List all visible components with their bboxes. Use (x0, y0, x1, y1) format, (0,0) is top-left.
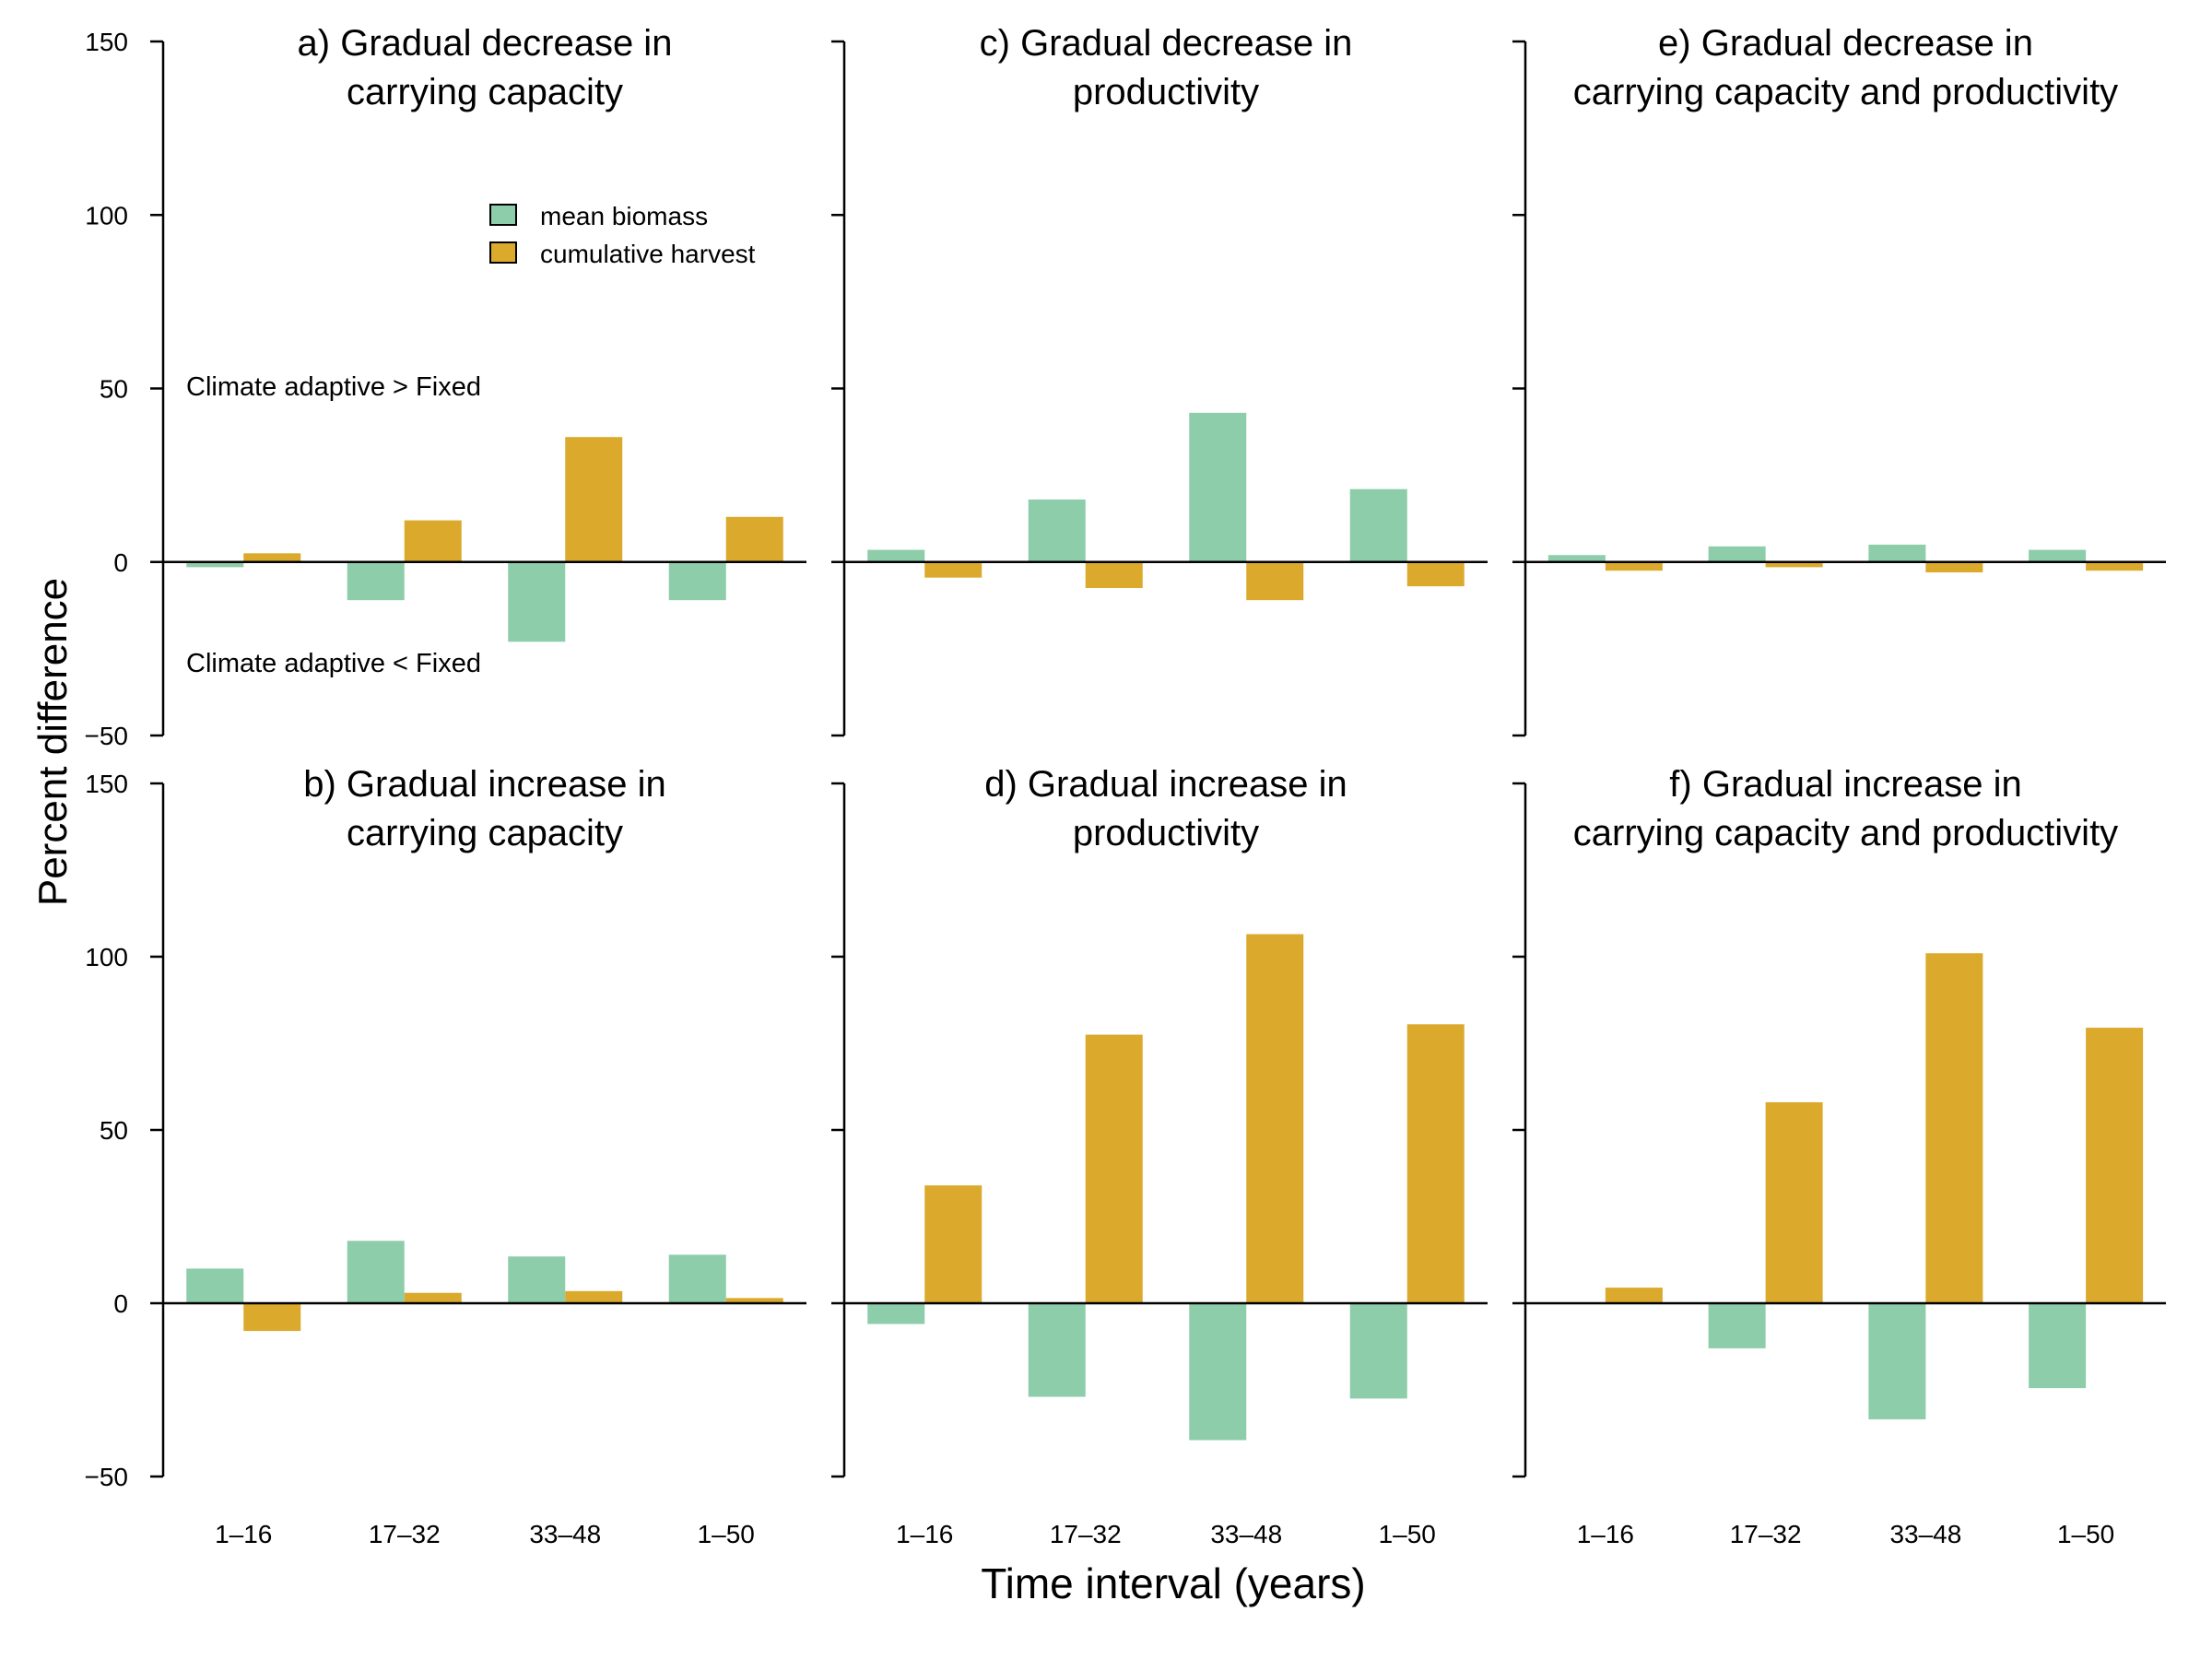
bar-cumulative-harvest-3 (565, 1290, 623, 1303)
x-tick-label: 1–16 (1577, 1520, 1634, 1548)
panel-title-line-1: c) Gradual decrease in (980, 23, 1353, 64)
y-tick-label: 100 (85, 201, 128, 229)
bar-mean-biomass-4 (2029, 1303, 2087, 1389)
panel-title-line-1: f) Gradual increase in (1669, 764, 2021, 805)
bar-cumulative-harvest-2 (1765, 1101, 1823, 1303)
bar-cumulative-harvest-4 (725, 516, 783, 562)
legend: mean biomass cumulative harvest (489, 202, 756, 268)
x-tick-label: 1–50 (1379, 1520, 1436, 1548)
panel-title-line-2: carrying capacity and productivity (1573, 72, 2118, 112)
bar-mean-biomass-4 (668, 561, 726, 601)
x-tick-label: 1–16 (896, 1520, 953, 1548)
x-tick-label: 1–50 (698, 1520, 755, 1548)
bar-mean-biomass-4 (1349, 488, 1407, 562)
bar-cumulative-harvest-1 (1605, 1288, 1663, 1303)
panel-e: e) Gradual decrease in carrying capacity … (1512, 23, 2166, 737)
x-tick-label: 33–48 (1889, 1520, 1961, 1548)
x-tick-label: 1–16 (215, 1520, 272, 1548)
bar-mean-biomass-3 (1189, 412, 1247, 562)
x-tick-label: 17–32 (1730, 1520, 1802, 1548)
bar-mean-biomass-1 (1547, 555, 1606, 562)
panel-title-line-1: e) Gradual decrease in (1658, 23, 2033, 64)
bar-cumulative-harvest-2 (1765, 561, 1823, 568)
bar-mean-biomass-1 (186, 1268, 244, 1303)
bar-mean-biomass-1 (867, 1303, 925, 1324)
bar-cumulative-harvest-2 (1085, 1034, 1143, 1303)
x-tick-label: 17–32 (1050, 1520, 1122, 1548)
bar-cumulative-harvest-1 (924, 561, 982, 578)
bar-cumulative-harvest-2 (404, 1292, 462, 1303)
y-tick-label: −50 (85, 722, 129, 750)
bar-cumulative-harvest-3 (1246, 561, 1304, 601)
bar-mean-biomass-2 (1708, 546, 1766, 562)
bar-cumulative-harvest-3 (1246, 934, 1304, 1303)
panel-b: −50 0 50 100 150 b) Gradual increase in carryi… (85, 764, 806, 1548)
bar-cumulative-harvest-1 (924, 1185, 982, 1303)
bar-mean-biomass-4 (1349, 1303, 1407, 1399)
bar-mean-biomass-3 (508, 1256, 566, 1303)
panel-c: c) Gradual decrease in productivity (831, 23, 1488, 737)
bar-mean-biomass-2 (1708, 1303, 1766, 1348)
y-tick-label: 150 (85, 28, 128, 56)
legend-label-cumulative-harvest: cumulative harvest (540, 240, 756, 268)
panel-title-line-2: productivity (1073, 72, 1259, 112)
bar-mean-biomass-2 (1028, 499, 1086, 562)
y-tick-label: 150 (85, 770, 128, 798)
x-tick-label: 1–50 (2057, 1520, 2114, 1548)
bar-mean-biomass-1 (186, 561, 244, 568)
bar-cumulative-harvest-4 (2086, 561, 2144, 571)
panel-title-line-2: carrying capacity and productivity (1573, 813, 2118, 853)
bar-cumulative-harvest-1 (1605, 561, 1663, 571)
legend-swatch-cumulative-harvest (489, 241, 517, 264)
bar-cumulative-harvest-2 (404, 520, 462, 562)
bar-cumulative-harvest-4 (1406, 561, 1465, 587)
y-tick-label: −50 (85, 1463, 129, 1491)
legend-swatch-mean-biomass (489, 204, 517, 226)
panel-title-line-2: carrying capacity (347, 72, 623, 112)
panel-f: f) Gradual increase in carrying capacity … (1512, 764, 2166, 1548)
bar-mean-biomass-2 (1028, 1303, 1086, 1397)
y-tick-label: 50 (100, 1116, 128, 1145)
bar-cumulative-harvest-3 (1925, 953, 1983, 1303)
bar-mean-biomass-1 (867, 549, 925, 562)
bar-cumulative-harvest-2 (1085, 561, 1143, 588)
bar-cumulative-harvest-3 (1925, 561, 1983, 573)
bar-mean-biomass-3 (508, 561, 566, 642)
annotation-adaptive-greater: Climate adaptive > Fixed (186, 372, 481, 402)
bar-mean-biomass-4 (2029, 549, 2087, 562)
bar-cumulative-harvest-1 (243, 553, 301, 562)
bar-mean-biomass-3 (1868, 1303, 1926, 1419)
bar-cumulative-harvest-4 (1406, 1024, 1465, 1303)
bar-mean-biomass-3 (1868, 544, 1926, 562)
panel-title-line-2: carrying capacity (347, 813, 623, 853)
x-tick-label: 17–32 (369, 1520, 441, 1548)
y-tick-label: 0 (113, 548, 128, 577)
bar-mean-biomass-2 (347, 561, 405, 601)
y-tick-label: 100 (85, 943, 128, 971)
panel-title-line-1: a) Gradual decrease in (298, 23, 673, 64)
panel-d: d) Gradual increase in productivity 1–16 17… (831, 764, 1488, 1548)
bar-cumulative-harvest-4 (725, 1298, 783, 1303)
y-tick-label: 50 (100, 375, 128, 404)
panels: −50 0 50 100 150 a) Gradual decrease in carryi… (85, 23, 2166, 1548)
legend-label-mean-biomass: mean biomass (540, 202, 708, 230)
x-tick-label: 33–48 (529, 1520, 601, 1548)
panel-title-line-2: productivity (1073, 813, 1259, 853)
panel-title-line-1: b) Gradual increase in (303, 764, 666, 805)
panel-a: −50 0 50 100 150 a) Gradual decrease in carryi… (85, 23, 806, 750)
panel-title-line-1: d) Gradual increase in (984, 764, 1347, 805)
x-tick-label: 33–48 (1210, 1520, 1282, 1548)
bar-cumulative-harvest-3 (565, 437, 623, 562)
y-axis-title: Percent difference (30, 578, 76, 906)
bar-mean-biomass-2 (347, 1241, 405, 1303)
bar-cumulative-harvest-4 (2086, 1028, 2144, 1303)
bar-mean-biomass-3 (1189, 1303, 1247, 1441)
bar-cumulative-harvest-1 (243, 1303, 301, 1332)
bar-mean-biomass-4 (668, 1254, 726, 1303)
annotation-adaptive-less: Climate adaptive < Fixed (186, 649, 481, 678)
y-tick-label: 0 (113, 1289, 128, 1318)
x-axis-title: Time interval (years) (981, 1559, 1365, 1607)
